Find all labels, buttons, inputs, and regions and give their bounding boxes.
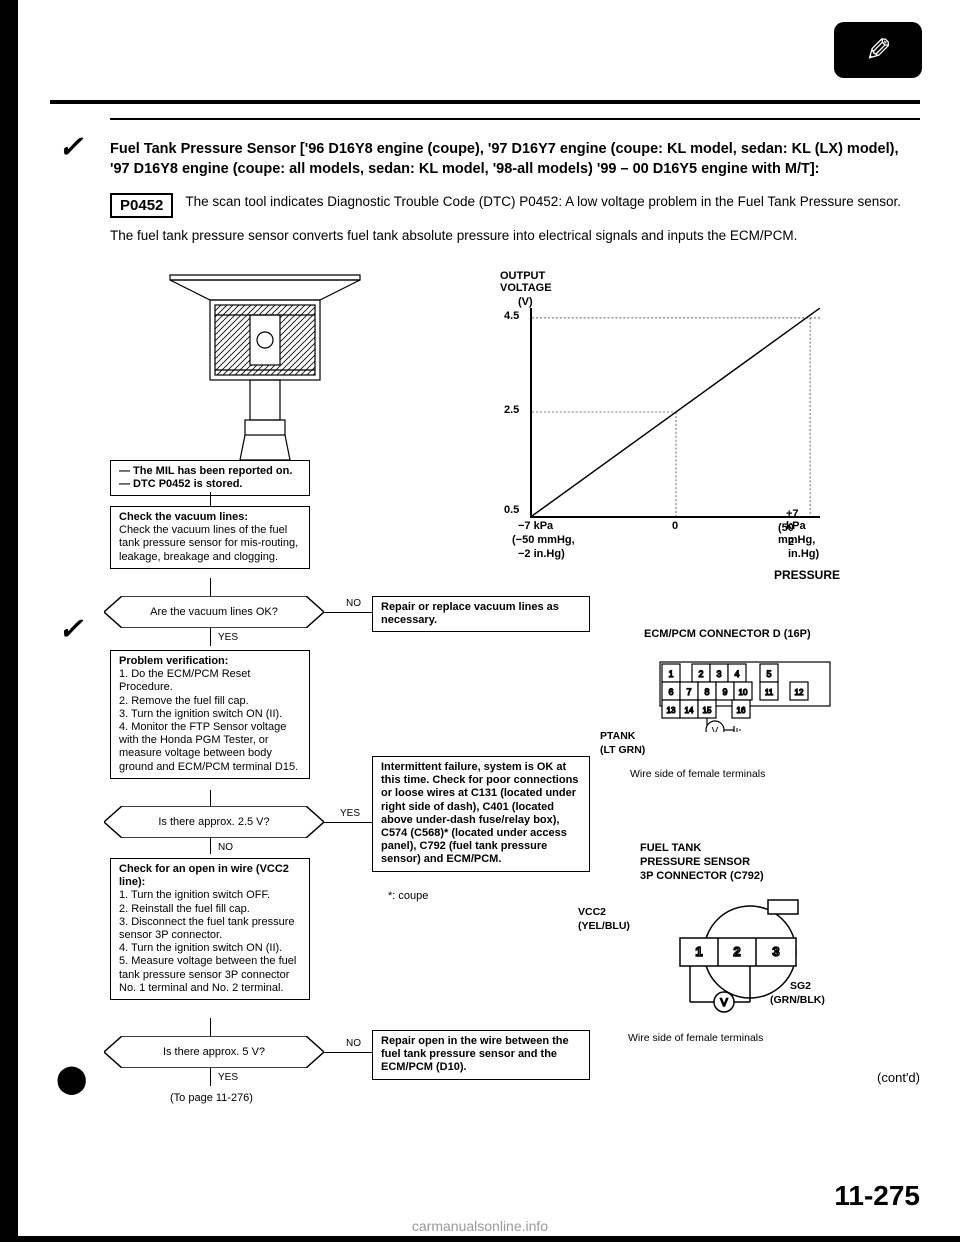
source-url: carmanualsonline.info — [0, 1218, 960, 1234]
svg-text:13: 13 — [667, 706, 676, 715]
flow-box: — The MIL has been reported on. — DTC P0… — [110, 460, 310, 496]
ltgrn-label: (LT GRN) — [600, 744, 645, 756]
page-continuation: (To page 11-276) — [170, 1092, 253, 1104]
flow-decision: Are the vacuum lines OK? — [104, 596, 324, 628]
flow-box: Check for an open in wire (VCC2 line): 1… — [110, 858, 310, 1000]
chart-ytick: 2.5 — [504, 404, 519, 416]
svg-text:7: 7 — [686, 687, 691, 697]
flow-no-label: NO — [346, 598, 361, 609]
svg-text:2: 2 — [733, 944, 740, 959]
flow-note: *: coupe — [388, 890, 428, 902]
flow-box: Check the vacuum lines: Check the vacuum… — [110, 506, 310, 569]
ptank-label: PTANK — [600, 730, 635, 742]
flow-result: Repair open in the wire between the fuel… — [372, 1030, 590, 1080]
page-number: 11-275 — [834, 1180, 920, 1212]
flow-yes-label: YES — [218, 632, 238, 643]
flow-yes-label: YES — [218, 1072, 238, 1083]
drop-icon: ⬤ — [56, 1062, 87, 1095]
chart-xlabel: PRESSURE — [774, 568, 840, 582]
flow-result: Repair or replace vacuum lines as necess… — [372, 596, 590, 632]
sensor-description: The fuel tank pressure sensor converts f… — [110, 228, 920, 243]
sensor-connector-title: FUEL TANK PRESSURE SENSOR 3P CONNECTOR (… — [640, 842, 764, 883]
connector-d-diagram: 1 2 3 4 5 6 7 8 9 10 11 12 13 14 15 16 — [640, 652, 850, 737]
checkmark-icon: ✓ — [58, 612, 83, 647]
header-rule-2 — [110, 118, 920, 120]
flow-result: Intermittent failure, system is OK at th… — [372, 756, 590, 872]
svg-text:4: 4 — [734, 669, 739, 679]
svg-text:2: 2 — [698, 669, 703, 679]
chart-xtick: (−50 mmHg, — [512, 534, 575, 546]
flow-no-label: NO — [346, 1038, 361, 1049]
voltage-pressure-chart: OUTPUT VOLTAGE (V) 4.5 2.5 0.5 −7 kPa 0 … — [500, 274, 840, 554]
svg-text:15: 15 — [703, 706, 712, 715]
flow-decision: Is there approx. 2.5 V? — [104, 806, 324, 838]
grnblk-label: (GRN/BLK) — [770, 994, 825, 1006]
wire-side-label: Wire side of female terminals — [630, 768, 765, 780]
flow-no-label: NO — [218, 842, 233, 853]
chart-xtick: −2 in.Hg) — [518, 548, 565, 560]
chart-ytick: 4.5 — [504, 310, 519, 322]
header-rule — [50, 100, 920, 104]
svg-text:16: 16 — [737, 706, 746, 715]
svg-text:12: 12 — [795, 688, 804, 697]
chart-xtick: 0 — [672, 520, 678, 532]
yelblu-label: (YEL/BLU) — [578, 920, 630, 932]
svg-text:9: 9 — [722, 687, 727, 697]
wire-side-label: Wire side of female terminals — [628, 1032, 763, 1044]
manual-logo-icon — [834, 22, 922, 78]
vcc2-label: VCC2 — [578, 906, 606, 918]
sensor-diagram — [140, 260, 390, 480]
svg-text:1: 1 — [668, 669, 673, 679]
continued-label: (cont'd) — [877, 1070, 920, 1085]
flow-yes-label: YES — [340, 808, 360, 819]
sg2-label: SG2 — [790, 980, 811, 992]
chart-ytick: 0.5 — [504, 504, 519, 516]
section-title: Fuel Tank Pressure Sensor ['96 D16Y8 eng… — [110, 140, 920, 179]
chart-ylabel: VOLTAGE — [500, 282, 552, 294]
dtc-code-box: P0452 — [110, 193, 173, 218]
svg-text:8: 8 — [704, 687, 709, 697]
flow-decision: Is there approx. 5 V? — [104, 1036, 324, 1068]
connector-title: ECM/PCM CONNECTOR D (16P) — [644, 628, 811, 640]
chart-xtick: −7 kPa — [518, 520, 553, 532]
chart-xtick: 2 in.Hg) — [788, 536, 820, 560]
svg-text:14: 14 — [685, 706, 694, 715]
chart-yunit: (V) — [518, 296, 533, 308]
svg-text:6: 6 — [668, 687, 673, 697]
svg-text:1: 1 — [695, 944, 702, 959]
sensor-connector-diagram: 1 2 3 V — [620, 892, 840, 1032]
chart-ylabel: OUTPUT — [500, 270, 545, 282]
dtc-description: The scan tool indicates Diagnostic Troub… — [185, 193, 901, 212]
svg-text:3: 3 — [716, 669, 721, 679]
svg-text:10: 10 — [739, 688, 748, 697]
svg-text:11: 11 — [765, 688, 774, 697]
checkmark-icon: ✓ — [58, 130, 83, 165]
svg-text:5: 5 — [766, 669, 771, 679]
svg-text:3: 3 — [772, 944, 779, 959]
svg-text:V: V — [712, 726, 719, 732]
svg-text:V: V — [720, 997, 728, 1009]
flow-box: Problem verification: 1. Do the ECM/PCM … — [110, 650, 310, 779]
